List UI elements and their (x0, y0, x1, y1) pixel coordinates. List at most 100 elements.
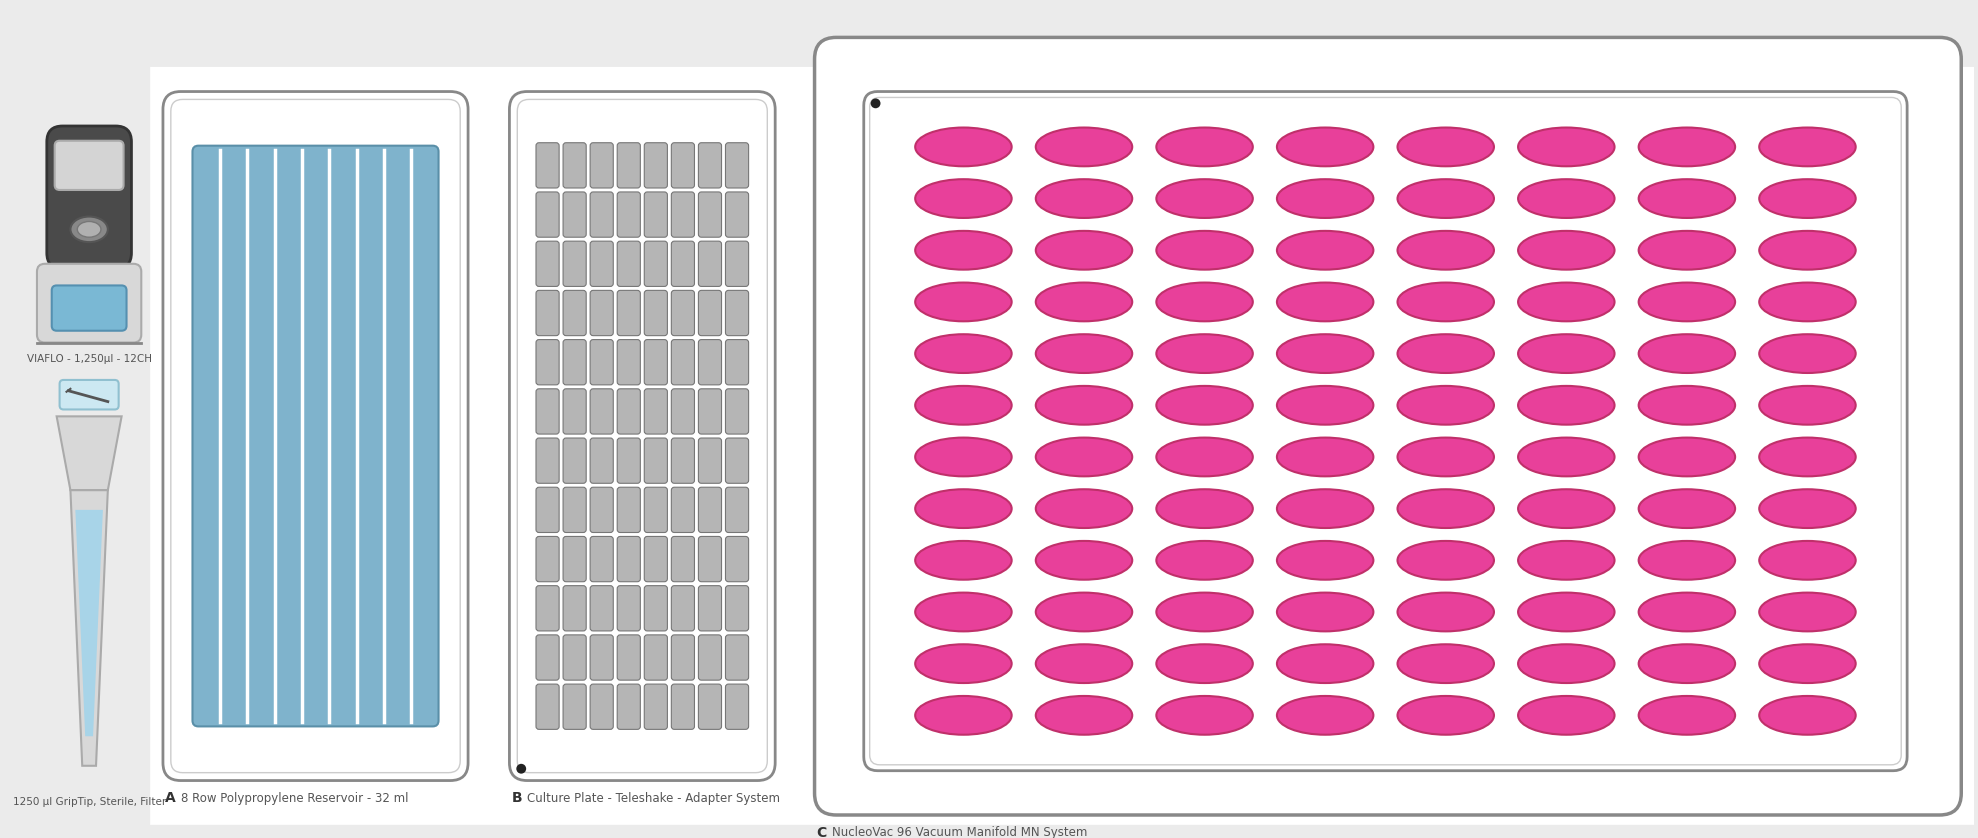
FancyBboxPatch shape (564, 536, 585, 582)
Ellipse shape (1036, 127, 1131, 166)
FancyBboxPatch shape (617, 142, 641, 188)
Ellipse shape (1278, 334, 1373, 373)
Ellipse shape (1157, 334, 1252, 373)
Ellipse shape (1517, 334, 1614, 373)
Ellipse shape (1638, 592, 1735, 631)
FancyBboxPatch shape (671, 536, 694, 582)
Ellipse shape (1758, 437, 1855, 476)
FancyBboxPatch shape (150, 67, 1974, 825)
Ellipse shape (1517, 127, 1614, 166)
Ellipse shape (1157, 437, 1252, 476)
Ellipse shape (1157, 179, 1252, 218)
FancyBboxPatch shape (518, 100, 767, 773)
FancyBboxPatch shape (617, 487, 641, 532)
FancyBboxPatch shape (617, 684, 641, 729)
FancyBboxPatch shape (51, 286, 127, 331)
FancyBboxPatch shape (617, 438, 641, 484)
Ellipse shape (1036, 386, 1131, 425)
Ellipse shape (1758, 644, 1855, 683)
Ellipse shape (1758, 386, 1855, 425)
Text: Culture Plate - Teleshake - Adapter System: Culture Plate - Teleshake - Adapter Syst… (528, 792, 779, 804)
Ellipse shape (1157, 282, 1252, 321)
FancyBboxPatch shape (726, 389, 748, 434)
FancyBboxPatch shape (698, 635, 722, 680)
Ellipse shape (1398, 696, 1493, 735)
Ellipse shape (1278, 644, 1373, 683)
Ellipse shape (1157, 541, 1252, 580)
Ellipse shape (1398, 386, 1493, 425)
Ellipse shape (1638, 489, 1735, 528)
FancyBboxPatch shape (726, 241, 748, 287)
FancyBboxPatch shape (617, 536, 641, 582)
Ellipse shape (1157, 231, 1252, 270)
FancyBboxPatch shape (510, 91, 775, 780)
FancyBboxPatch shape (162, 91, 469, 780)
Ellipse shape (1758, 489, 1855, 528)
Ellipse shape (916, 127, 1011, 166)
Ellipse shape (1157, 489, 1252, 528)
Ellipse shape (1398, 592, 1493, 631)
Ellipse shape (916, 386, 1011, 425)
FancyBboxPatch shape (645, 192, 667, 237)
FancyBboxPatch shape (671, 586, 694, 631)
Ellipse shape (1278, 592, 1373, 631)
FancyBboxPatch shape (564, 241, 585, 287)
Ellipse shape (1278, 127, 1373, 166)
FancyBboxPatch shape (617, 339, 641, 385)
FancyBboxPatch shape (645, 241, 667, 287)
Text: B: B (512, 791, 522, 805)
FancyBboxPatch shape (536, 487, 560, 532)
Ellipse shape (916, 282, 1011, 321)
Ellipse shape (1398, 541, 1493, 580)
FancyBboxPatch shape (59, 380, 119, 410)
FancyBboxPatch shape (589, 684, 613, 729)
FancyBboxPatch shape (617, 586, 641, 631)
Ellipse shape (1638, 696, 1735, 735)
FancyBboxPatch shape (671, 291, 694, 336)
Ellipse shape (1638, 282, 1735, 321)
FancyBboxPatch shape (671, 389, 694, 434)
FancyBboxPatch shape (671, 192, 694, 237)
Ellipse shape (1638, 127, 1735, 166)
FancyBboxPatch shape (617, 291, 641, 336)
Ellipse shape (1157, 386, 1252, 425)
FancyBboxPatch shape (671, 241, 694, 287)
Ellipse shape (1758, 282, 1855, 321)
Ellipse shape (1517, 592, 1614, 631)
Ellipse shape (1398, 179, 1493, 218)
FancyBboxPatch shape (589, 586, 613, 631)
FancyBboxPatch shape (645, 684, 667, 729)
FancyBboxPatch shape (536, 291, 560, 336)
Ellipse shape (1036, 231, 1131, 270)
Ellipse shape (916, 696, 1011, 735)
Ellipse shape (1758, 541, 1855, 580)
FancyBboxPatch shape (698, 586, 722, 631)
Ellipse shape (1638, 437, 1735, 476)
FancyBboxPatch shape (726, 438, 748, 484)
FancyBboxPatch shape (698, 536, 722, 582)
FancyBboxPatch shape (617, 241, 641, 287)
Ellipse shape (1278, 282, 1373, 321)
Ellipse shape (1036, 437, 1131, 476)
Ellipse shape (1157, 592, 1252, 631)
Ellipse shape (916, 334, 1011, 373)
FancyBboxPatch shape (645, 586, 667, 631)
FancyBboxPatch shape (726, 684, 748, 729)
FancyBboxPatch shape (589, 142, 613, 188)
FancyBboxPatch shape (617, 192, 641, 237)
FancyBboxPatch shape (645, 142, 667, 188)
FancyBboxPatch shape (564, 389, 585, 434)
Ellipse shape (1278, 489, 1373, 528)
FancyBboxPatch shape (617, 635, 641, 680)
Circle shape (870, 98, 880, 108)
Ellipse shape (916, 541, 1011, 580)
FancyBboxPatch shape (726, 142, 748, 188)
Text: 8 Row Polypropylene Reservoir - 32 ml: 8 Row Polypropylene Reservoir - 32 ml (180, 792, 407, 804)
FancyBboxPatch shape (564, 586, 585, 631)
FancyBboxPatch shape (671, 487, 694, 532)
Ellipse shape (1517, 179, 1614, 218)
FancyBboxPatch shape (645, 635, 667, 680)
Ellipse shape (1758, 179, 1855, 218)
FancyBboxPatch shape (170, 100, 461, 773)
FancyBboxPatch shape (726, 192, 748, 237)
